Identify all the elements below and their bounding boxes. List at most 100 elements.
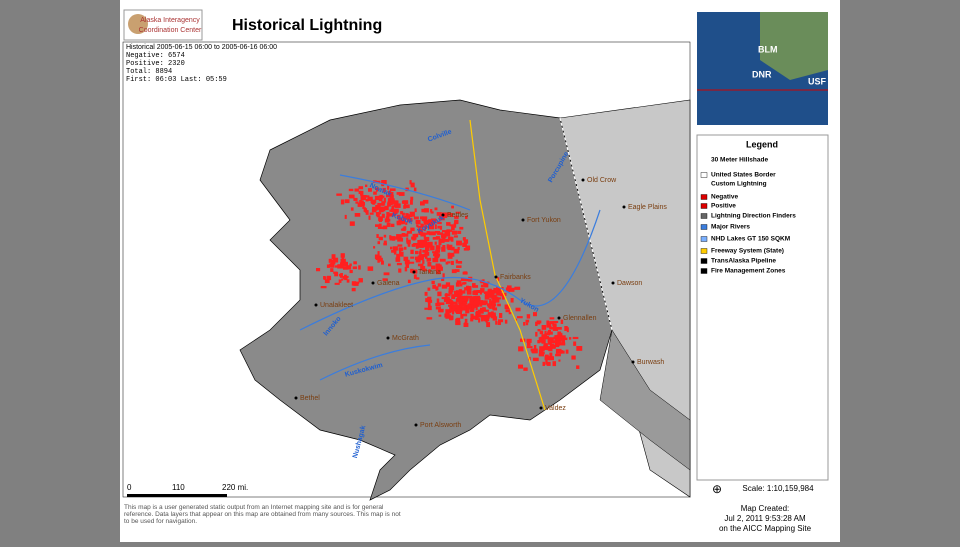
lightning-strike xyxy=(435,267,440,272)
lightning-strike xyxy=(414,208,417,213)
lightning-strike xyxy=(448,229,453,232)
lightning-strike xyxy=(393,250,397,255)
lightning-strike xyxy=(403,256,409,262)
lightning-strike xyxy=(407,214,413,218)
place-label: Galena xyxy=(377,280,400,287)
lightning-strike xyxy=(533,312,537,317)
lightning-strike xyxy=(384,218,390,223)
lightning-strike xyxy=(508,312,512,315)
lightning-strike xyxy=(348,188,354,192)
lightning-strike xyxy=(455,298,459,302)
lightning-strike xyxy=(435,302,441,306)
lightning-strike xyxy=(398,192,405,196)
lightning-strike xyxy=(342,276,347,280)
lightning-strike xyxy=(455,308,459,313)
lightning-strike xyxy=(358,278,363,283)
legend: 30 Meter Hillshade United States Border Cu… xyxy=(700,157,796,275)
lightning-strike xyxy=(355,201,359,204)
lightning-strike xyxy=(378,257,383,262)
lightning-strike xyxy=(556,327,562,330)
lightning-strike xyxy=(383,240,387,244)
lightning-strike xyxy=(435,306,441,310)
logo-text: Coordination Center xyxy=(139,27,202,34)
lightning-strike xyxy=(451,230,458,235)
lightning-strike xyxy=(538,353,545,357)
lightning-strike xyxy=(475,311,479,317)
place-dot xyxy=(441,213,445,217)
lightning-strike xyxy=(386,222,391,227)
legend-symbol xyxy=(700,268,708,274)
lightning-strike xyxy=(386,194,392,198)
lightning-strike xyxy=(427,261,432,267)
lightning-strike xyxy=(436,212,442,216)
lightning-strike xyxy=(465,245,471,251)
lightning-strike xyxy=(537,340,540,344)
lightning-strike xyxy=(488,313,492,317)
lightning-strike xyxy=(424,220,430,225)
place-label: Old Crow xyxy=(587,177,617,184)
lightning-strike xyxy=(330,268,334,272)
lightning-strike xyxy=(566,327,569,333)
lightning-strike xyxy=(394,203,401,208)
lightning-strike xyxy=(434,207,438,211)
lightning-strike xyxy=(404,259,410,265)
lightning-strike xyxy=(400,211,404,215)
lightning-strike xyxy=(382,278,388,281)
lightning-strike xyxy=(457,230,462,234)
lightning-strike xyxy=(565,349,569,354)
lightning-strike xyxy=(341,278,344,281)
lightning-strike xyxy=(381,213,385,218)
lightning-strike xyxy=(434,224,437,230)
lightning-strike xyxy=(431,280,435,285)
lightning-strike xyxy=(549,340,552,345)
lightning-strike xyxy=(442,230,447,233)
lightning-strike xyxy=(403,246,407,250)
lightning-strike xyxy=(340,199,345,205)
lightning-strike xyxy=(545,359,548,365)
lightning-strike xyxy=(496,277,500,282)
info-line: Negative: 6574 xyxy=(126,52,185,60)
lightning-strike xyxy=(454,220,457,225)
place-label: Tanana xyxy=(418,269,441,276)
lightning-strike xyxy=(477,310,481,315)
lightning-strike xyxy=(430,245,435,251)
legend-item: Fire Management Zones xyxy=(711,268,786,275)
lightning-strike xyxy=(376,234,379,239)
lightning-strike xyxy=(383,197,386,203)
place-dot xyxy=(414,423,418,427)
lightning-strike xyxy=(373,246,376,249)
lightning-strike xyxy=(554,324,557,329)
lightning-strike xyxy=(447,246,452,251)
lightning-strike xyxy=(462,300,468,305)
lightning-strike xyxy=(343,261,348,265)
lightning-strike xyxy=(340,258,346,263)
lightning-strike xyxy=(396,214,401,220)
lightning-strike xyxy=(491,290,497,293)
lightning-strike xyxy=(397,244,403,247)
lightning-strike xyxy=(451,310,455,315)
lightning-strike xyxy=(475,305,478,310)
lightning-strike xyxy=(383,242,387,246)
lightning-strike xyxy=(429,231,434,236)
lightning-strike xyxy=(451,269,457,274)
lightning-strike xyxy=(560,319,564,324)
lightning-strike xyxy=(459,226,464,230)
lightning-strike xyxy=(428,225,434,230)
lightning-strike xyxy=(428,219,432,223)
us-border xyxy=(559,117,613,331)
lightning-strike xyxy=(525,319,530,323)
lightning-strike xyxy=(415,250,419,255)
lightning-strike xyxy=(426,231,430,235)
lightning-strike xyxy=(493,298,500,303)
lightning-strike xyxy=(474,290,478,294)
place-label: Glennallen xyxy=(563,315,597,322)
lightning-strike xyxy=(320,286,327,289)
lightning-strike xyxy=(515,307,521,312)
lightning-strike xyxy=(444,313,450,318)
lightning-strike xyxy=(497,321,501,325)
lightning-strike xyxy=(434,241,437,245)
place-label: Burwash xyxy=(637,359,664,366)
lightning-strike xyxy=(393,205,398,208)
lightning-strike xyxy=(368,188,372,192)
lightning-strike xyxy=(378,216,383,219)
